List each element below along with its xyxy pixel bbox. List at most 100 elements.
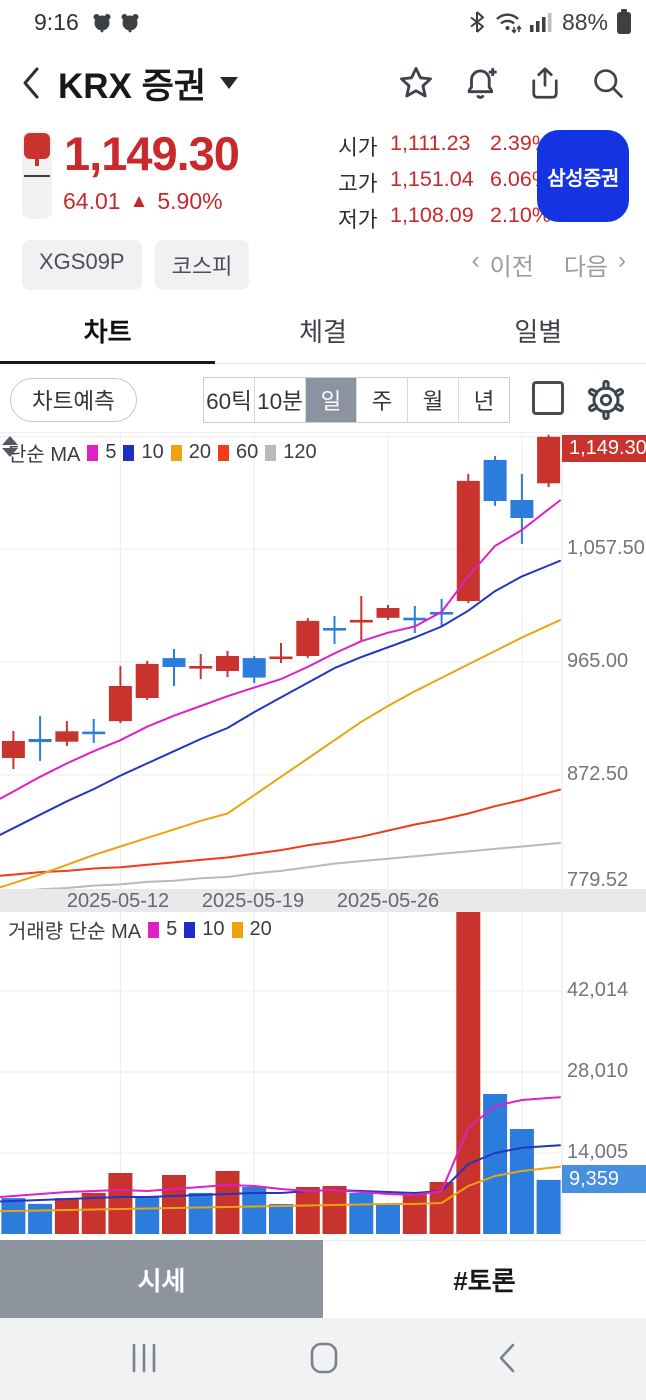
battery-icon: [617, 9, 631, 34]
vol-ma20-label: 20: [249, 918, 272, 940]
gauge-candle-body: [24, 133, 50, 159]
timeframe-60tick[interactable]: 60틱: [206, 389, 252, 414]
header: KRX 증권: [0, 44, 646, 122]
timeframe-selector: 60틱 10분 일 주 월 년: [203, 377, 510, 423]
price-axis-tick: 779.52: [567, 869, 629, 891]
chart-area: 단순 MA 5 10 20 60 120 1,149.30 1,057.50 9…: [0, 432, 646, 1236]
tab-daily[interactable]: 일별: [431, 298, 646, 363]
candlestick-volume-chart[interactable]: [0, 433, 646, 1236]
search-icon[interactable]: [590, 64, 626, 102]
current-price: 1,149.30: [64, 127, 240, 180]
gauge-marker-line: [24, 175, 50, 177]
prev-label: 이전: [489, 254, 534, 281]
up-arrow-icon: ▲: [129, 190, 149, 212]
current-price-badge: 1,149.30: [562, 435, 646, 462]
back-nav-button[interactable]: [496, 1342, 518, 1374]
pane-resize-handle[interactable]: [0, 433, 20, 457]
status-bar: 9:16 88%: [0, 0, 646, 44]
current-volume-badge: 9,359: [562, 1165, 646, 1193]
volume-ma-legend: 거래량 단순 MA 5 10 20: [8, 915, 272, 944]
price-change: 64.01 ▲ 5.90%: [63, 188, 223, 215]
status-indicators: 88%: [468, 9, 632, 36]
volume-axis-tick: 42,014: [567, 979, 629, 1001]
low-label: 저가: [338, 208, 378, 232]
prev-stock-button[interactable]: ‹ 이전: [472, 247, 534, 282]
volume-axis-tick: 28,010: [567, 1060, 629, 1082]
prev-chevron-icon: ‹: [471, 247, 480, 274]
page-title: KRX 증권: [58, 66, 207, 106]
date-axis-tick: 2025-05-12: [66, 890, 170, 912]
price-position-gauge: [22, 131, 52, 219]
ma5-label: 5: [105, 441, 117, 463]
open-value: 1,111.23: [390, 131, 471, 155]
next-label: 다음: [563, 254, 608, 281]
high-label: 고가: [338, 172, 378, 196]
ma5-color-chip: [87, 444, 99, 461]
recent-apps-button[interactable]: [128, 1342, 160, 1374]
broker-logo[interactable]: 삼성증권: [537, 130, 629, 222]
share-icon[interactable]: [527, 64, 563, 102]
alert-add-icon[interactable]: [462, 64, 500, 102]
tab-executions[interactable]: 체결: [215, 298, 430, 363]
change-percent: 5.90%: [157, 188, 223, 214]
active-tab-underline: [0, 361, 216, 364]
chart-forecast-button[interactable]: 차트예측: [10, 378, 137, 422]
ma60-color-chip: [217, 444, 229, 461]
ticker-code-tag[interactable]: XGS09P: [22, 240, 142, 290]
ma120-label: 120: [283, 441, 317, 463]
timeframe-daily[interactable]: 일: [305, 378, 356, 422]
tab-chart[interactable]: 차트: [0, 298, 216, 364]
timeframe-monthly[interactable]: 월: [407, 378, 458, 422]
symbol-tags: XGS09P 코스피: [22, 240, 250, 290]
notification-app-icon: [93, 14, 111, 33]
price-axis-tick: 965.00: [567, 650, 629, 672]
ma10-label: 10: [141, 441, 164, 463]
date-axis-tick: 2025-05-26: [336, 890, 440, 912]
home-button[interactable]: [308, 1342, 340, 1374]
vol-ma10-color-chip: [184, 921, 196, 938]
timeframe-10min[interactable]: 10분: [254, 378, 305, 422]
low-value: 1,108.09: [390, 203, 474, 227]
ma10-color-chip: [123, 444, 135, 461]
high-row: 고가 1,151.04 6.06%: [338, 167, 551, 198]
vol-ma10-label: 10: [202, 918, 225, 940]
volume-axis-tick: 14,005: [567, 1141, 629, 1163]
section-tabs: 차트 체결 일별: [0, 298, 646, 364]
tab-daily-label: 일별: [514, 317, 563, 347]
chart-settings-gear-icon[interactable]: [586, 379, 626, 421]
tab-discussion[interactable]: #토론: [323, 1240, 646, 1318]
price-axis-tick: 872.50: [567, 763, 629, 785]
tab-quotes[interactable]: 시세: [0, 1240, 323, 1318]
battery-percent: 88%: [561, 8, 608, 35]
vol-ma20-color-chip: [231, 921, 243, 938]
title-dropdown-caret[interactable]: [220, 77, 239, 89]
high-value: 1,151.04: [390, 167, 474, 191]
android-navigation-bar: [0, 1318, 646, 1400]
market-tag[interactable]: 코스피: [154, 240, 250, 290]
next-chevron-icon: ›: [618, 247, 626, 274]
chart-option-checkbox[interactable]: [532, 381, 564, 415]
wifi-icon: [496, 13, 522, 34]
ma20-color-chip: [170, 444, 182, 461]
signal-bars-icon: [529, 13, 552, 32]
ohlc-summary: 시가 1,111.23 2.39% 고가 1,151.04 6.06% 저가 1…: [338, 131, 551, 234]
stock-pager: ‹ 이전 다음 ›: [472, 247, 626, 282]
next-stock-button[interactable]: 다음 ›: [564, 247, 626, 282]
price-ma-legend: 단순 MA 5 10 20 60 120: [8, 438, 317, 467]
timeframe-weekly[interactable]: 주: [356, 378, 407, 422]
back-button[interactable]: [20, 66, 42, 100]
tab-executions-label: 체결: [299, 317, 347, 347]
price-axis-tick: 1,057.50: [567, 537, 645, 559]
header-actions: [397, 64, 626, 102]
favorite-star-icon[interactable]: [397, 64, 435, 102]
bottom-tab-bar: 시세 #토론: [0, 1240, 646, 1318]
timeframe-yearly[interactable]: 년: [458, 378, 509, 422]
open-row: 시가 1,111.23 2.39%: [338, 131, 551, 162]
ma20-label: 20: [188, 441, 211, 463]
change-value: 64.01: [63, 188, 121, 214]
date-axis-tick: 2025-05-19: [201, 890, 305, 912]
low-row: 저가 1,108.09 2.10%: [338, 203, 551, 234]
ma60-label: 60: [235, 441, 259, 463]
ma120-color-chip: [265, 444, 277, 461]
notification-app-icon: [121, 14, 139, 33]
